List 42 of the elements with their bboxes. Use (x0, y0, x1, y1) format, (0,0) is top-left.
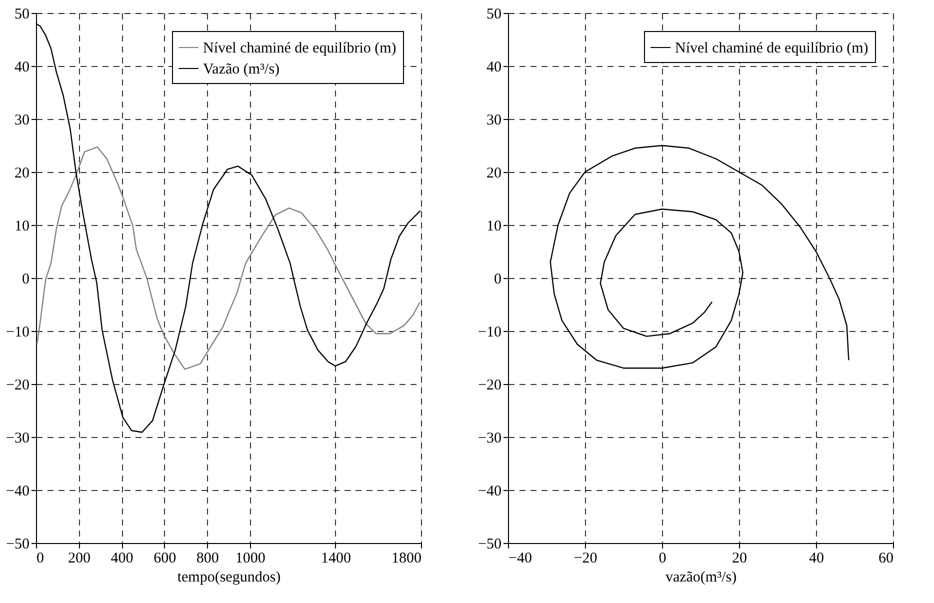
y-tick-label: 0 (22, 272, 30, 288)
y-tick-label: 40 (486, 60, 502, 76)
y-tick-label: −20 (6, 378, 30, 394)
x-axis-title: tempo(segundos) (177, 570, 281, 586)
line-series (36, 146, 420, 370)
x-tick-label: 1000 (235, 550, 266, 566)
y-tick-label: 20 (14, 166, 30, 182)
y-tick-label: 30 (14, 112, 30, 128)
x-tick-label: 1400 (320, 550, 351, 566)
y-tick-label: −30 (6, 430, 30, 446)
x-tick-label: 40 (809, 550, 824, 566)
legend-label: Nível chaminé de equilíbrio (m) (675, 40, 868, 56)
legend-label: Vazão (m³/s) (203, 62, 280, 78)
y-tick-label: 10 (14, 218, 30, 234)
x-tick-label: 1800 (392, 550, 422, 566)
y-tick-label: 50 (14, 6, 30, 22)
x-axis-title: vazão(m³/s) (665, 570, 737, 586)
x-tick-label: −20 (574, 550, 598, 566)
y-tick-label: 0 (494, 272, 502, 288)
y-tick-label: 10 (486, 218, 502, 234)
x-tick-label: 400 (110, 550, 134, 566)
y-tick-label: −20 (478, 378, 502, 394)
y-tick-label: −40 (478, 484, 502, 500)
y-tick-label: 40 (14, 60, 30, 76)
y-tick-label: −50 (6, 536, 30, 552)
x-tick-label: 0 (658, 550, 666, 566)
y-tick-label: 30 (486, 112, 502, 128)
x-tick-label: 20 (732, 550, 747, 566)
y-tick-label: −40 (6, 484, 30, 500)
y-tick-label: −30 (478, 430, 502, 446)
legend-label: Nível chaminé de equilíbrio (m) (203, 40, 396, 56)
x-tick-label: 0 (36, 550, 44, 566)
x-tick-label: 800 (196, 550, 219, 566)
y-tick-label: 50 (486, 6, 502, 22)
x-tick-label: 600 (154, 550, 176, 566)
x-tick-label: 200 (68, 550, 91, 566)
y-tick-label: −10 (478, 324, 502, 340)
x-tick-label: −40 (508, 550, 532, 566)
y-tick-label: −50 (478, 536, 502, 552)
y-tick-label: −10 (6, 324, 30, 340)
y-tick-label: 20 (486, 166, 502, 182)
x-tick-label: 60 (878, 550, 894, 566)
